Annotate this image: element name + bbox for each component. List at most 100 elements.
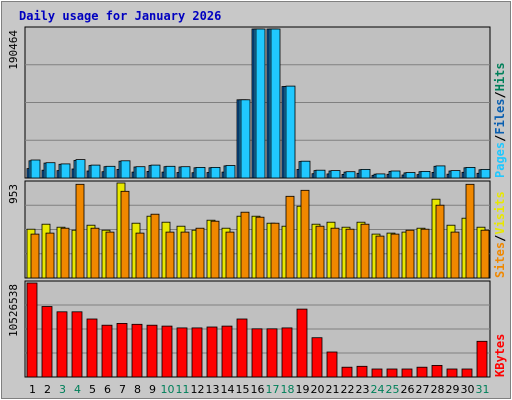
day-label-23: 23 bbox=[356, 383, 370, 396]
visits-bar-visits-day-1 bbox=[30, 233, 40, 279]
hits-legend-separator: / bbox=[493, 135, 507, 142]
visits-bar-visits-day-31 bbox=[480, 229, 490, 279]
day-label-9: 9 bbox=[149, 383, 156, 396]
visits-bar-visits-day-10 bbox=[165, 231, 175, 279]
visits-bar-visits-day-8 bbox=[135, 232, 145, 279]
day-label-14: 14 bbox=[221, 383, 235, 396]
hits-bar-hits-day-31 bbox=[480, 168, 491, 179]
hits-bar-hits-day-1 bbox=[30, 159, 41, 179]
day-label-12: 12 bbox=[191, 383, 205, 396]
hits-bar-hits-day-21 bbox=[330, 170, 341, 179]
day-label-18: 18 bbox=[281, 383, 295, 396]
kbytes-bar-kbytes-day-14 bbox=[221, 325, 233, 378]
visits-bar-visits-day-4 bbox=[75, 183, 85, 279]
day-label-25: 25 bbox=[386, 383, 400, 396]
kbytes-bar-kbytes-day-13 bbox=[206, 326, 218, 378]
kbytes-bar-kbytes-day-19 bbox=[296, 308, 308, 378]
visits-bar-visits-day-16 bbox=[255, 216, 265, 279]
day-label-5: 5 bbox=[89, 383, 96, 396]
kbytes-bar-kbytes-day-11 bbox=[176, 327, 188, 378]
hits-bar-hits-day-6 bbox=[105, 165, 116, 179]
kbytes-bar-kbytes-day-23 bbox=[356, 365, 368, 378]
visits-bar-visits-day-20 bbox=[315, 225, 325, 279]
day-label-4: 4 bbox=[74, 383, 81, 396]
visits-bar-visits-day-5 bbox=[90, 227, 100, 279]
kbytes-bar-kbytes-day-17 bbox=[266, 328, 278, 378]
hits-bar-hits-day-2 bbox=[45, 162, 56, 179]
visits-legend-visits: Visits bbox=[493, 191, 507, 234]
kbytes-bar-kbytes-day-18 bbox=[281, 327, 293, 378]
visits-bar-visits-day-11 bbox=[180, 231, 190, 279]
hits-bar-hits-day-12 bbox=[195, 166, 206, 179]
visits-series-visits bbox=[30, 183, 490, 279]
kbytes-bar-kbytes-day-25 bbox=[386, 368, 398, 378]
hits-bar-hits-day-26 bbox=[405, 172, 416, 179]
kbytes-bar-kbytes-day-21 bbox=[326, 351, 338, 378]
day-label-21: 21 bbox=[326, 383, 340, 396]
kbytes-bar-kbytes-day-26 bbox=[401, 368, 413, 378]
visits-bar-visits-day-15 bbox=[240, 211, 250, 279]
day-axis: 1 2 3 4 5 6 7 8 9 10 11 12 13 14 15 16 17 18 19 20 21 22 23 24 2… bbox=[29, 383, 490, 396]
hits-max-label: 190464 bbox=[7, 30, 20, 70]
day-label-24: 24 bbox=[371, 383, 385, 396]
hits-bar-hits-day-8 bbox=[135, 166, 146, 179]
hits-series-hits bbox=[30, 28, 491, 179]
visits-legend-sites: Sites bbox=[493, 242, 507, 278]
day-label-22: 22 bbox=[341, 383, 355, 396]
day-label-11: 11 bbox=[176, 383, 190, 396]
visits-bar-visits-day-9 bbox=[150, 213, 160, 279]
hits-bar-hits-day-27 bbox=[420, 170, 431, 179]
visits-bar-visits-day-12 bbox=[195, 227, 205, 279]
kbytes-bar-kbytes-day-27 bbox=[416, 366, 428, 378]
visits-bar-visits-day-17 bbox=[270, 222, 280, 279]
hits-bar-hits-day-14 bbox=[225, 165, 236, 179]
hits-bar-hits-day-17 bbox=[270, 28, 281, 179]
visits-bar-visits-day-28 bbox=[435, 204, 445, 279]
hits-bar-hits-day-29 bbox=[450, 170, 461, 179]
visits-bar-visits-day-19 bbox=[300, 189, 310, 279]
visits-bar-visits-day-7 bbox=[120, 190, 130, 279]
kbytes-bar-kbytes-day-5 bbox=[86, 318, 98, 378]
visits-bar-visits-day-21 bbox=[330, 227, 340, 279]
hits-legend-pages: Pages bbox=[493, 142, 507, 178]
day-label-29: 29 bbox=[446, 383, 460, 396]
hits-bar-hits-day-7 bbox=[120, 160, 131, 179]
day-label-8: 8 bbox=[134, 383, 141, 396]
kbytes-panel: 10526538 KBytes bbox=[7, 280, 507, 378]
visits-side-legend: Sites/Visits bbox=[493, 191, 507, 278]
hits-bar-hits-day-19 bbox=[300, 160, 311, 179]
kbytes-bar-kbytes-day-15 bbox=[236, 318, 248, 378]
kbytes-bar-kbytes-day-6 bbox=[101, 324, 113, 378]
day-label-17: 17 bbox=[266, 383, 280, 396]
hits-bar-hits-day-16 bbox=[255, 28, 266, 179]
day-label-6: 6 bbox=[104, 383, 111, 396]
kbytes-bar-kbytes-day-30 bbox=[461, 368, 473, 378]
visits-bar-visits-day-29 bbox=[450, 231, 460, 279]
hits-bar-hits-day-10 bbox=[165, 165, 176, 179]
hits-bar-hits-day-5 bbox=[90, 164, 101, 179]
kbytes-bar-kbytes-day-24 bbox=[371, 368, 383, 378]
hits-legend-separator: / bbox=[493, 91, 507, 98]
chart-title: Daily usage for January 2026 bbox=[19, 9, 221, 23]
day-label-1: 1 bbox=[29, 383, 36, 396]
hits-bar-hits-day-4 bbox=[75, 159, 86, 179]
visits-bar-visits-day-22 bbox=[345, 228, 355, 279]
kbytes-bar-kbytes-day-29 bbox=[446, 368, 458, 378]
day-label-30: 30 bbox=[461, 383, 475, 396]
hits-bar-hits-day-11 bbox=[180, 166, 191, 179]
hits-legend-hits: Hits bbox=[493, 62, 507, 91]
kbytes-bar-kbytes-day-1 bbox=[26, 282, 38, 378]
hits-bar-hits-day-9 bbox=[150, 164, 161, 179]
hits-bar-hits-day-3 bbox=[60, 163, 71, 179]
hits-bar-hits-day-28 bbox=[435, 165, 446, 179]
visits-bar-visits-day-13 bbox=[210, 220, 220, 279]
day-label-10: 10 bbox=[161, 383, 175, 396]
kbytes-max-label: 10526538 bbox=[7, 284, 20, 337]
kbytes-series-kbytes bbox=[26, 282, 488, 378]
kbytes-bar-kbytes-day-8 bbox=[131, 323, 143, 378]
hits-bar-hits-day-20 bbox=[315, 169, 326, 179]
visits-bar-visits-day-24 bbox=[375, 235, 385, 279]
hits-bar-hits-day-24 bbox=[375, 173, 386, 179]
